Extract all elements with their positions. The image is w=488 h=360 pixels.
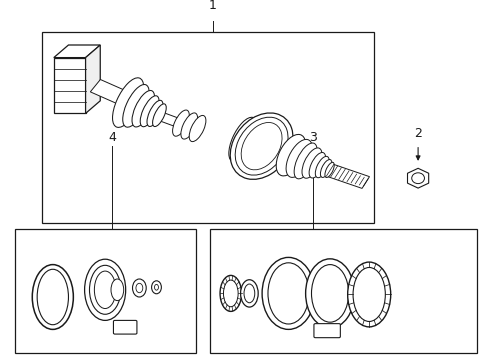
Ellipse shape [189, 116, 205, 141]
FancyBboxPatch shape [113, 320, 137, 334]
Ellipse shape [89, 265, 121, 314]
Bar [41, 32, 373, 223]
Ellipse shape [240, 280, 258, 307]
Ellipse shape [262, 257, 314, 329]
Ellipse shape [352, 267, 385, 321]
Ellipse shape [244, 284, 254, 303]
Polygon shape [90, 80, 134, 107]
Polygon shape [325, 165, 369, 188]
Ellipse shape [411, 173, 424, 184]
Ellipse shape [147, 100, 163, 126]
Polygon shape [54, 58, 85, 113]
Ellipse shape [308, 153, 325, 178]
Ellipse shape [154, 284, 158, 290]
Ellipse shape [311, 265, 348, 322]
Ellipse shape [294, 143, 316, 179]
Ellipse shape [267, 263, 308, 324]
Bar [210, 229, 476, 353]
Ellipse shape [112, 78, 143, 127]
Polygon shape [85, 45, 100, 113]
Ellipse shape [302, 148, 321, 178]
Text: 2: 2 [413, 127, 421, 140]
Ellipse shape [140, 96, 159, 127]
Ellipse shape [285, 139, 312, 177]
Ellipse shape [223, 280, 238, 307]
Ellipse shape [152, 104, 166, 127]
Ellipse shape [276, 134, 305, 176]
Polygon shape [157, 112, 193, 131]
Ellipse shape [228, 117, 257, 162]
Polygon shape [54, 45, 100, 58]
Ellipse shape [136, 283, 142, 293]
Ellipse shape [172, 110, 189, 136]
Ellipse shape [238, 121, 266, 166]
Bar [15, 229, 195, 353]
Ellipse shape [37, 269, 68, 325]
Ellipse shape [132, 90, 154, 127]
Ellipse shape [132, 279, 146, 297]
Ellipse shape [235, 117, 287, 175]
Ellipse shape [230, 113, 292, 179]
Text: 3: 3 [308, 131, 316, 144]
Ellipse shape [320, 159, 331, 177]
Ellipse shape [111, 279, 123, 301]
Ellipse shape [347, 262, 390, 327]
Text: 4: 4 [108, 131, 116, 144]
Ellipse shape [151, 281, 161, 294]
Ellipse shape [305, 259, 354, 328]
Ellipse shape [181, 113, 197, 139]
Ellipse shape [94, 271, 116, 309]
Ellipse shape [241, 122, 282, 170]
Ellipse shape [84, 259, 125, 320]
Ellipse shape [122, 85, 149, 127]
Ellipse shape [32, 265, 73, 329]
Ellipse shape [324, 162, 334, 177]
Ellipse shape [220, 275, 241, 311]
FancyBboxPatch shape [313, 324, 340, 338]
Text: 1: 1 [208, 0, 216, 12]
Polygon shape [407, 168, 428, 188]
Ellipse shape [315, 156, 328, 178]
